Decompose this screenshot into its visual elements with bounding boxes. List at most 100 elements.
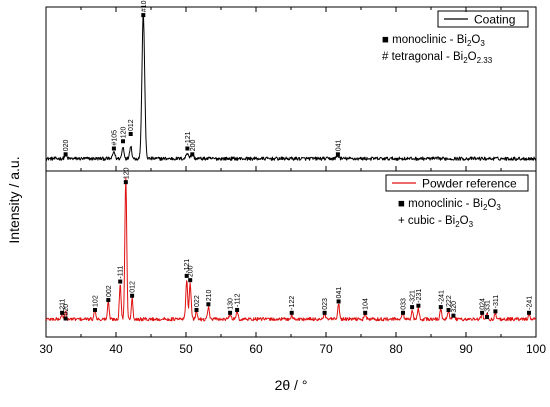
peak-marker	[130, 293, 135, 298]
peak-marker	[106, 298, 111, 303]
peak-marker	[446, 307, 451, 312]
peak-marker	[485, 315, 489, 320]
peak-marker	[121, 139, 125, 144]
phase-subscript: 2	[483, 203, 488, 212]
peak-marker	[451, 313, 456, 318]
peak-label: -121	[185, 131, 192, 145]
peak-marker	[123, 180, 128, 185]
peak-marker	[185, 146, 190, 151]
phase-element: O	[460, 215, 469, 227]
y-axis-title: Intensity / a.u.	[6, 156, 22, 243]
phase-symbol: ■	[398, 198, 408, 210]
peak-label: 120	[121, 126, 128, 138]
legend-box	[437, 10, 529, 28]
peak-label: -122	[289, 296, 296, 310]
peak-marker	[493, 309, 498, 314]
peak-label: 200	[188, 265, 195, 277]
peak-label: 222	[446, 295, 453, 307]
phase-symbol: ■	[382, 34, 392, 46]
peak-label: 200	[190, 140, 197, 152]
peak-marker	[184, 273, 189, 278]
phase-element: O	[487, 198, 496, 210]
peak-marker	[206, 302, 211, 307]
peak-label: 210	[206, 289, 213, 301]
peak-marker	[188, 278, 193, 283]
peak-label: -121	[184, 259, 191, 273]
peak-label: -241	[438, 290, 445, 304]
peak-marker	[410, 305, 415, 310]
phase-name: monoclinic - Bi	[392, 34, 467, 46]
phase-subscript: 3	[496, 203, 501, 212]
peak-marker	[235, 307, 240, 312]
peak-label: #105	[111, 130, 118, 146]
phase-name: tetragonal - Bi	[392, 51, 464, 63]
x-tick-label: 100	[526, 342, 546, 356]
peak-label: -241	[527, 296, 534, 310]
phase-element: O	[468, 51, 477, 63]
peak-marker	[194, 307, 199, 312]
peak-label: 130	[228, 298, 235, 310]
panel-frame-top	[45, 6, 537, 172]
peak-marker	[335, 152, 340, 157]
peak-label: 020	[63, 140, 70, 152]
peak-label: -321	[410, 290, 417, 304]
legend-label: Coating	[474, 13, 515, 27]
peak-label: -331	[485, 300, 492, 314]
peak-label: 024	[480, 298, 487, 310]
peak-marker	[63, 316, 68, 321]
peak-label: 012	[128, 119, 135, 131]
peak-marker	[322, 310, 327, 315]
x-tick-label: 90	[459, 342, 473, 356]
peak-label: #107	[141, 0, 148, 12]
peak-label: 022	[194, 295, 201, 307]
peak-marker	[228, 310, 233, 315]
phase-name: monoclinic - Bi	[408, 198, 483, 210]
legend-bottom: Powder reference	[385, 174, 529, 192]
peak-label: 020	[63, 304, 70, 316]
peak-marker	[289, 310, 294, 315]
peak-label: 041	[336, 287, 343, 299]
x-tick-label: 60	[249, 342, 263, 356]
peak-label: -111	[118, 265, 125, 278]
phase-subscript: 2.33	[477, 56, 493, 65]
phase-subscript: 3	[480, 39, 485, 48]
peak-marker	[118, 279, 123, 284]
phase-subscript: 2	[467, 39, 472, 48]
peak-marker	[336, 299, 341, 304]
phase-element: O	[471, 34, 480, 46]
peak-label: -112	[235, 293, 242, 307]
peak-marker	[363, 310, 368, 315]
phase-annotation: ■ monoclinic - Bi2O3	[398, 198, 501, 212]
peak-label: 033	[401, 298, 408, 310]
peak-label: 041	[335, 140, 342, 152]
peak-label: -311	[493, 295, 500, 309]
x-tick-label: 70	[319, 342, 333, 356]
x-axis-title: 2θ / °	[275, 377, 308, 393]
phase-symbol: +	[398, 215, 408, 227]
peak-label: 102	[93, 295, 100, 307]
legend-top: Coating	[437, 10, 529, 28]
peak-marker	[401, 310, 405, 315]
series-line-top	[45, 14, 537, 161]
phase-annotation: # tetragonal - Bi2O2.33	[382, 51, 493, 65]
x-tick-label: 40	[109, 342, 123, 356]
peak-label: 211	[60, 299, 67, 310]
peak-label: 104	[363, 298, 370, 310]
peak-marker	[128, 132, 133, 136]
legend-label: Powder reference	[422, 177, 517, 191]
peak-marker	[527, 310, 531, 315]
peak-marker	[111, 146, 116, 151]
peak-label: 120	[123, 167, 130, 179]
phase-annotation: + cubic - Bi2O3	[398, 215, 474, 229]
x-tick-label: 80	[389, 342, 403, 356]
phase-subscript: 3	[469, 220, 474, 229]
x-axis: 30 40 50 60 70 80 90 100	[39, 7, 546, 356]
peak-marker	[416, 303, 421, 308]
peak-marker	[190, 152, 195, 157]
x-tick-label: 50	[179, 342, 193, 356]
peak-marker	[63, 152, 68, 157]
legend-box	[385, 174, 529, 192]
